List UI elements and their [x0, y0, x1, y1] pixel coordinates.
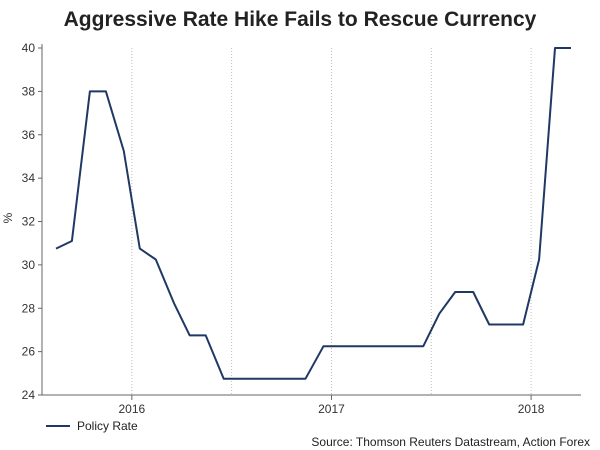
y-axis-ticks: 24 26 28 30 32 34 36 38 40 — [22, 41, 42, 402]
axes — [41, 44, 581, 396]
y-tick-label: 32 — [22, 215, 36, 229]
x-tick-label: 2018 — [518, 402, 545, 416]
y-tick-label: 38 — [22, 84, 36, 98]
y-tick-label: 34 — [22, 171, 36, 185]
legend: Policy Rate — [46, 419, 138, 433]
y-axis-label: % — [1, 212, 15, 223]
series-layer — [55, 47, 571, 380]
y-tick-label: 28 — [22, 301, 36, 315]
y-tick-label: 36 — [22, 128, 36, 142]
source-note: Source: Thomson Reuters Datastream, Acti… — [311, 435, 590, 449]
y-tick-label: 40 — [22, 41, 36, 55]
x-tick-label: 2017 — [318, 402, 345, 416]
x-axis-ticks: 2016 2017 2018 — [118, 395, 545, 416]
y-tick-label: 24 — [22, 388, 36, 402]
legend-label-policy-rate: Policy Rate — [77, 419, 138, 433]
series-line-policy-rate — [55, 47, 571, 380]
y-tick-label: 30 — [22, 258, 36, 272]
x-tick-label: 2016 — [118, 402, 145, 416]
grid — [131, 48, 532, 395]
y-tick-label: 26 — [22, 345, 36, 359]
chart-title: Aggressive Rate Hike Fails to Rescue Cur… — [64, 8, 537, 31]
